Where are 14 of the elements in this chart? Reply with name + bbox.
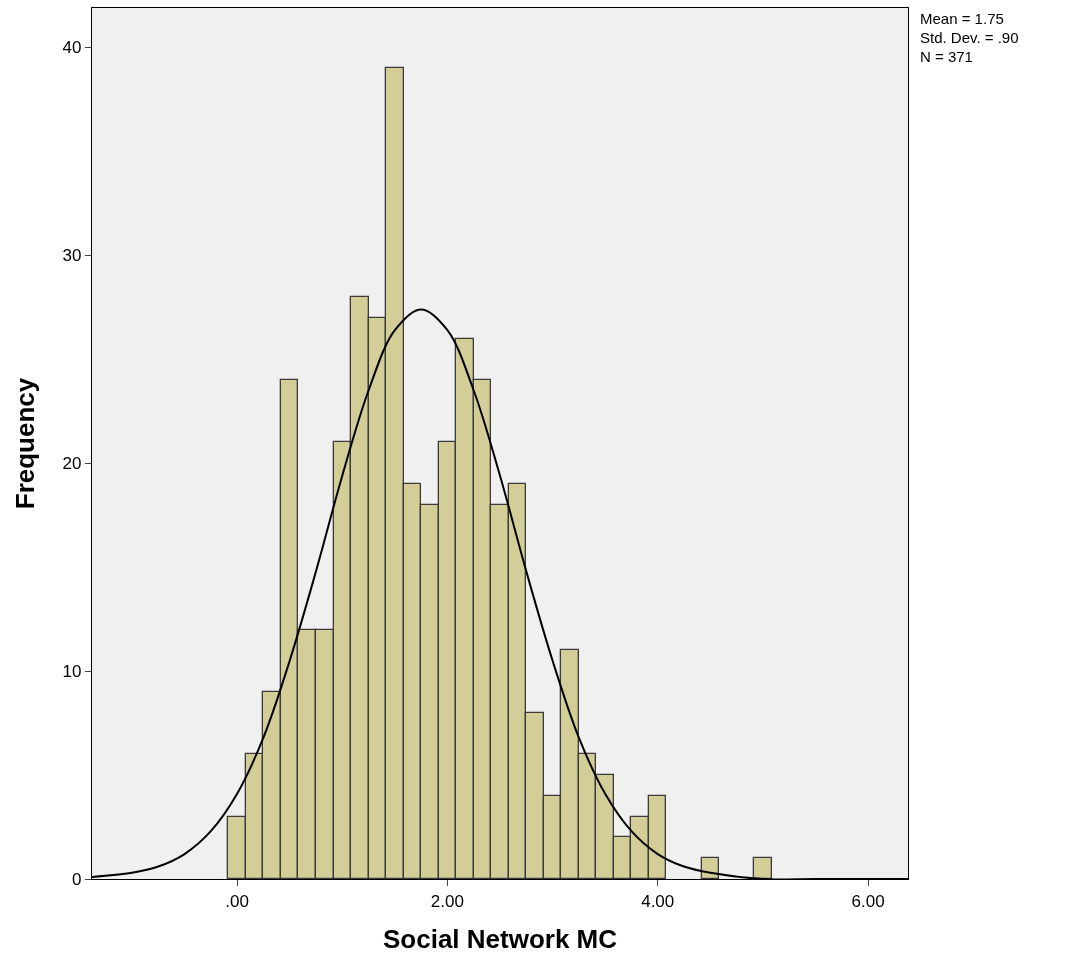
y-tick-label: 20 (62, 454, 82, 474)
text: N = 371 (920, 48, 973, 65)
y-tick-label: 30 (62, 246, 82, 266)
y-tick-label: 40 (62, 38, 82, 58)
y-tick-label: 0 (71, 869, 82, 889)
x-tick-label: 6.00 (851, 891, 885, 911)
text: Mean = 1.75 (920, 10, 1004, 27)
text: Std. Dev. = .90 (920, 29, 1019, 46)
x-axis-title: Social Network MC (382, 924, 618, 955)
y-axis-title: Frequency (9, 377, 40, 510)
x-tick-label: .00 (225, 891, 249, 911)
y-tick-label: 10 (62, 662, 82, 682)
x-tick-label: 2.00 (430, 891, 464, 911)
x-tick-label: 4.00 (641, 891, 675, 911)
